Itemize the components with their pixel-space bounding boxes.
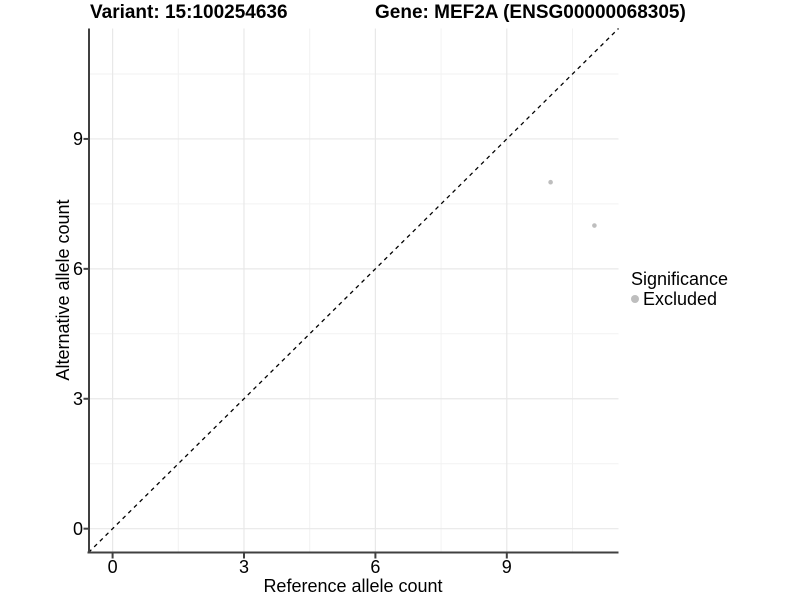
legend-entry-label: Excluded [643, 289, 718, 309]
x-tick-label: 6 [370, 557, 381, 577]
y-axis-title: Alternative allele count [53, 199, 73, 381]
plot-title-gene: Gene: MEF2A (ENSG00000068305) [375, 2, 686, 23]
data-point [548, 179, 553, 185]
x-tick-label: 3 [238, 557, 249, 577]
legend-title: Significance [631, 269, 729, 289]
x-tick-label: 9 [501, 557, 512, 577]
x-axis-title: Reference allele count [263, 576, 443, 596]
y-tick-label: 0 [72, 518, 83, 539]
y-tick-label: 9 [72, 128, 83, 149]
plot-title-variant: Variant: 15:100254636 [90, 2, 288, 23]
y-tick-label: 3 [72, 388, 83, 409]
data-point [592, 223, 597, 228]
legend: Significance Excluded [631, 269, 728, 309]
legend-entry-excluded: Excluded [631, 289, 728, 309]
x-tick-label: 0 [107, 557, 118, 577]
identity-line [88, 28, 619, 553]
y-tick-label: 6 [72, 258, 83, 279]
legend-key-dot-icon [631, 295, 639, 303]
